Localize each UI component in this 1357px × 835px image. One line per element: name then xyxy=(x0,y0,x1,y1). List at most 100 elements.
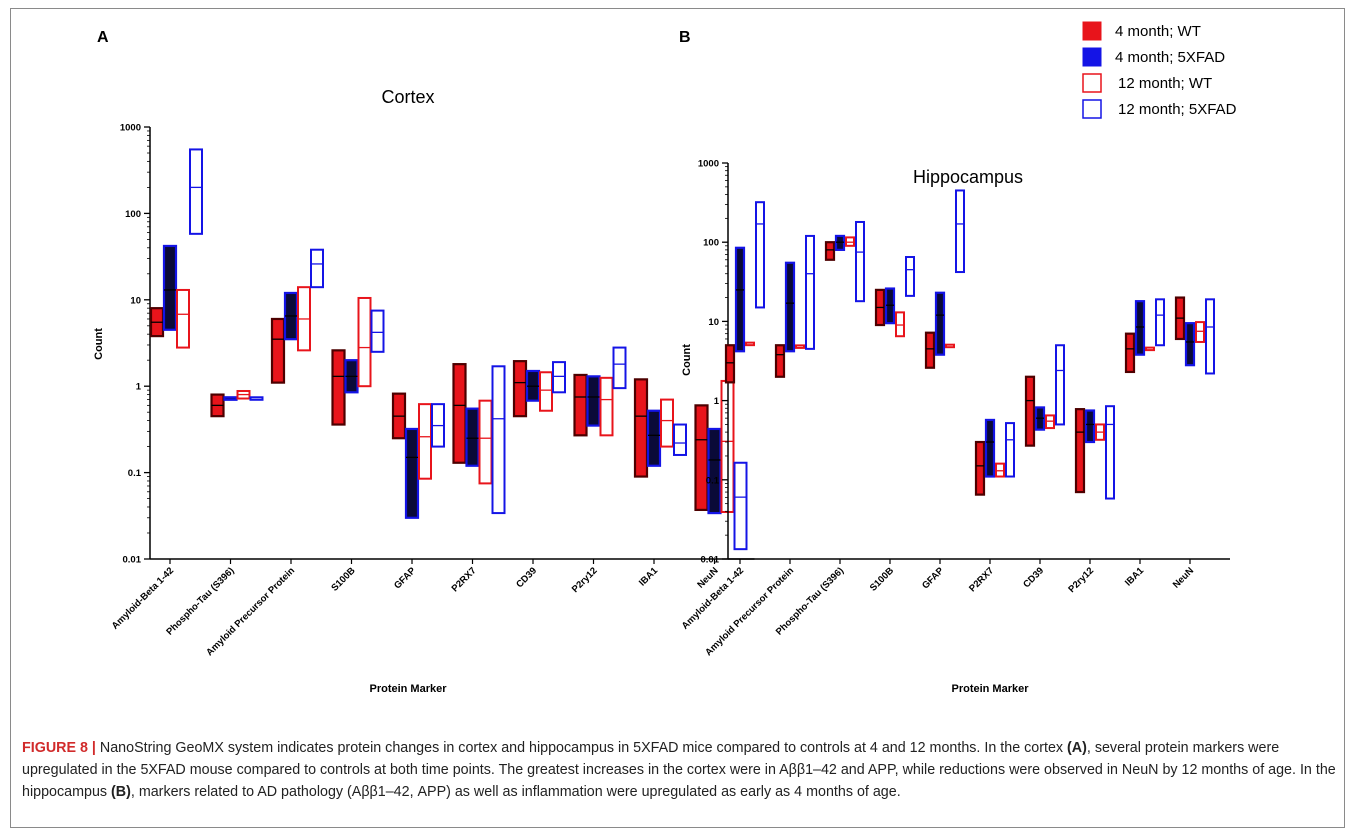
box-mark xyxy=(895,311,905,338)
caption-text-1: NanoString GeoMX system indicates protei… xyxy=(95,740,1068,756)
legend-swatch xyxy=(1082,21,1102,41)
box-mark xyxy=(955,189,965,274)
x-tick-label: Amyloid Precursor Protein xyxy=(703,565,796,658)
y-tick-label: 0.01 xyxy=(123,555,142,566)
caption-figure-number: FIGURE 8 | xyxy=(22,740,96,756)
panel-a-y-axis-label: Count xyxy=(93,328,105,360)
x-tick-label: CD39 xyxy=(514,565,539,590)
legend: 4 month; WT 4 month; 5XFAD 12 month; WT 12 … xyxy=(1082,21,1237,119)
box-mark xyxy=(784,261,796,353)
figure-frame xyxy=(10,8,1345,828)
box-mark xyxy=(824,241,836,261)
panel-b-y-axis-label: Count xyxy=(681,344,693,376)
box-mark xyxy=(707,427,722,515)
y-tick-label: 0.01 xyxy=(701,555,720,566)
box-mark xyxy=(1005,422,1015,478)
x-tick-label: GFAP xyxy=(392,565,419,592)
legend-swatch xyxy=(1082,99,1102,119)
box-mark xyxy=(176,288,190,349)
x-tick-label: S100B xyxy=(329,565,357,593)
box-mark xyxy=(586,375,601,427)
y-tick-label: 10 xyxy=(708,317,719,328)
box-mark xyxy=(1055,344,1065,426)
box-mark xyxy=(223,396,238,401)
box-mark xyxy=(755,201,765,309)
box-mark xyxy=(1145,346,1155,352)
box-mark xyxy=(1074,408,1086,494)
box-mark xyxy=(795,344,805,349)
y-tick-label: 0.1 xyxy=(128,468,142,479)
box-mark xyxy=(934,291,946,356)
legend-label: 4 month; 5XFAD xyxy=(1115,49,1225,66)
box-mark xyxy=(404,427,420,519)
box-mark xyxy=(734,246,746,353)
box-mark xyxy=(1184,322,1196,367)
box-mark xyxy=(1105,405,1115,500)
panel-a-label: A xyxy=(97,29,109,46)
caption-panel-b-ref: (B) xyxy=(111,784,131,800)
y-tick-label: 100 xyxy=(125,209,141,220)
box-mark xyxy=(984,418,996,478)
box-mark xyxy=(1195,321,1205,343)
box-mark xyxy=(1084,409,1096,444)
y-tick-label: 10 xyxy=(130,295,141,306)
box-mark xyxy=(924,331,936,369)
box-mark xyxy=(1205,298,1215,375)
figure-canvas: A Cortex Count Protein Marker 0.01 0.1 1 10… xyxy=(93,21,1237,695)
x-tick-label: P2ry12 xyxy=(570,565,600,595)
box-mark xyxy=(945,343,955,349)
box-mark xyxy=(805,234,815,350)
box-mark xyxy=(673,423,687,456)
legend-label: 12 month; WT xyxy=(1118,75,1212,92)
box-mark xyxy=(370,309,385,353)
x-tick-label: CD39 xyxy=(1021,565,1046,590)
box-mark xyxy=(905,256,915,297)
box-mark xyxy=(552,361,566,394)
y-tick-label: 0.1 xyxy=(706,475,720,486)
box-mark xyxy=(995,462,1005,478)
x-tick-label: P2RX7 xyxy=(967,565,996,594)
box-mark xyxy=(834,234,846,251)
legend-label: 12 month; 5XFAD xyxy=(1118,101,1237,118)
panel-a-plot: 0.01 0.1 1 10 100 1000 Amyloid-Beta 1-42Phosph… xyxy=(110,123,755,658)
box-mark xyxy=(660,398,674,448)
y-tick-label: 1000 xyxy=(120,123,141,134)
box-mark xyxy=(612,346,627,390)
box-mark xyxy=(694,404,709,512)
x-tick-label: GFAP xyxy=(920,565,947,592)
box-mark xyxy=(418,403,432,480)
box-mark xyxy=(310,248,324,289)
panel-b-title: Hippocampus xyxy=(913,167,1023,187)
y-tick-label: 100 xyxy=(703,238,719,249)
y-tick-label: 1000 xyxy=(698,159,719,170)
box-mark xyxy=(189,148,203,235)
x-tick-label: S100B xyxy=(868,565,896,593)
box-mark xyxy=(1155,298,1165,347)
x-tick-label: Amyloid-Beta 1-42 xyxy=(110,565,176,631)
legend-label: 4 month; WT xyxy=(1115,23,1201,40)
box-mark xyxy=(1124,332,1136,374)
panel-a-title: Cortex xyxy=(381,87,434,107)
x-tick-label: NeuN xyxy=(1171,565,1196,590)
y-tick-label: 1 xyxy=(136,382,142,393)
box-mark xyxy=(573,373,588,437)
x-tick-label: IBA1 xyxy=(637,565,661,589)
box-mark xyxy=(478,399,493,485)
box-mark xyxy=(745,341,755,347)
box-mark xyxy=(724,344,736,384)
caption-text-3: , markers related to AD pathology (Aββ1–… xyxy=(130,784,901,800)
box-mark xyxy=(491,365,506,515)
x-tick-label: IBA1 xyxy=(1123,565,1147,589)
panel-b-x-axis-label: Protein Marker xyxy=(951,683,1029,695)
box-mark xyxy=(539,371,553,412)
x-tick-label: Phospho-Tau (S396) xyxy=(164,565,236,637)
panel-b-label: B xyxy=(679,29,691,46)
box-mark xyxy=(249,396,264,401)
box-mark xyxy=(357,296,372,388)
box-mark xyxy=(1134,300,1146,356)
caption-panel-a-ref: (A) xyxy=(1067,740,1087,756)
box-mark xyxy=(733,461,748,551)
box-mark xyxy=(774,344,786,378)
box-mark xyxy=(974,440,986,496)
